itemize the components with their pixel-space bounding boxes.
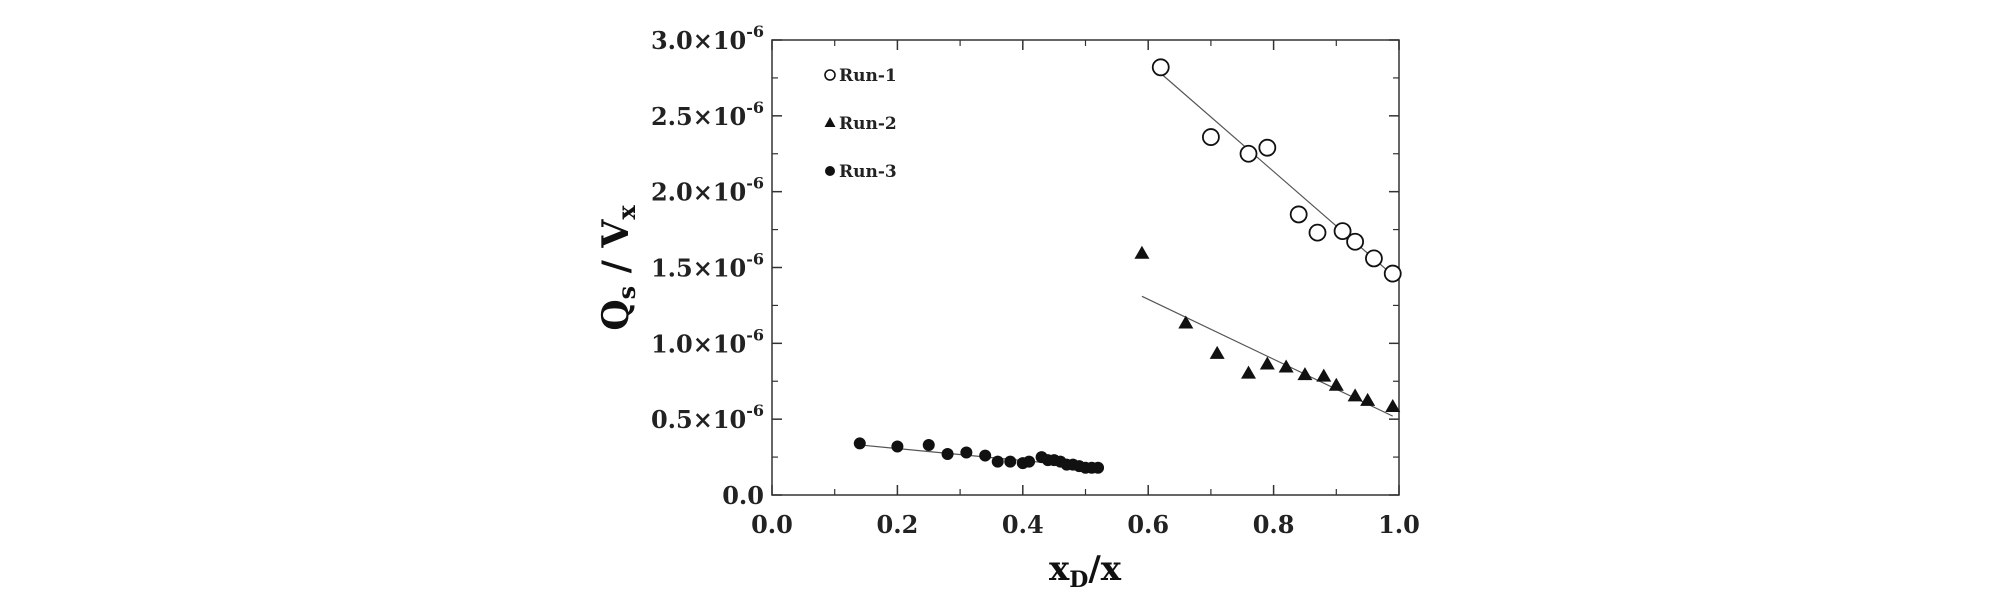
point-series-3	[1023, 455, 1036, 468]
x-tick-label: 0.4	[1002, 510, 1044, 539]
legend-marker	[824, 69, 836, 81]
y-tick-label: 0.5×10-6	[651, 401, 764, 434]
point-series-3	[979, 449, 992, 462]
legend-marker	[825, 166, 835, 176]
point-series-2	[1259, 356, 1275, 370]
legend-label: Run-3	[839, 162, 897, 182]
point-series-3	[1092, 461, 1105, 474]
point-series-1	[1258, 138, 1277, 157]
point-series-1	[1333, 222, 1352, 241]
y-tick-label: 0.0	[722, 481, 764, 510]
point-series-1	[1151, 58, 1170, 77]
x-tick-label: 0.2	[877, 510, 919, 539]
point-series-2	[1209, 345, 1225, 359]
legend-marker	[824, 117, 836, 127]
point-series-3	[922, 438, 935, 451]
x-tick-label: 0.8	[1253, 510, 1295, 539]
legend: Run-1 Run-2 Run-3	[824, 66, 897, 182]
point-series-1	[1239, 144, 1258, 163]
y-tick-label: 1.0×10-6	[651, 325, 764, 358]
point-series-1	[1365, 249, 1383, 268]
x-axis-title-main: x	[1049, 549, 1070, 589]
point-series-2	[1278, 359, 1294, 373]
point-series-2	[1347, 388, 1363, 402]
x-axis: 0.0 0.2 0.4 0.6 0.8 1.0	[751, 40, 1420, 539]
legend-item-3: Run-3	[825, 162, 897, 182]
y-axis: 0.0 0.5×10-6 1.0×10-6 1.5×10-6 2.0×10-6 2.5×1…	[651, 22, 1399, 510]
y-axis-title-sub2: x	[612, 205, 641, 220]
point-series-2	[1385, 398, 1401, 412]
point-series-3	[853, 437, 866, 450]
point-series-2	[1328, 377, 1344, 391]
point-series-1	[1383, 264, 1402, 283]
point-series-1	[1202, 128, 1220, 146]
point-series-2	[1178, 315, 1194, 329]
point-series-1	[1289, 205, 1308, 224]
legend-label: Run-2	[839, 114, 897, 134]
y-axis-title-sub1: s	[612, 286, 641, 300]
legend-label: Run-1	[839, 66, 897, 86]
point-series-2	[1297, 367, 1313, 381]
x-axis-title-tail: /x	[1088, 549, 1121, 589]
point-series-3	[1004, 455, 1017, 468]
point-series-2	[1134, 245, 1150, 259]
point-series-3	[891, 440, 904, 453]
point-series-1	[1308, 223, 1327, 242]
y-tick-label: 1.5×10-6	[651, 250, 764, 283]
point-series-1	[1346, 232, 1365, 251]
data-points	[853, 58, 1402, 474]
legend-item-1: Run-1	[824, 66, 897, 86]
x-tick-label: 0.6	[1127, 510, 1169, 539]
x-axis-title-sub: D	[1069, 567, 1088, 593]
fit-lines	[859, 72, 1394, 469]
point-series-2	[1316, 368, 1332, 382]
legend-item-2: Run-2	[824, 114, 897, 134]
y-tick-label: 2.0×10-6	[651, 174, 764, 207]
y-tick-label: 3.0×10-6	[651, 22, 764, 55]
point-series-3	[960, 446, 973, 459]
point-series-3	[991, 455, 1004, 468]
x-axis-title: xD/x	[1049, 549, 1122, 593]
x-tick-label: 0.0	[751, 510, 793, 539]
y-axis-title-mid: / V	[595, 219, 637, 286]
plot-frame	[771, 39, 1400, 496]
point-series-3	[941, 448, 954, 461]
x-tick-label: 1.0	[1378, 510, 1420, 539]
y-axis-title: Qs / Vx	[595, 205, 641, 331]
y-tick-label: 2.5×10-6	[651, 98, 764, 131]
point-series-2	[1241, 365, 1257, 379]
point-series-2	[1360, 392, 1376, 406]
y-axis-title-main: Q	[595, 299, 637, 330]
